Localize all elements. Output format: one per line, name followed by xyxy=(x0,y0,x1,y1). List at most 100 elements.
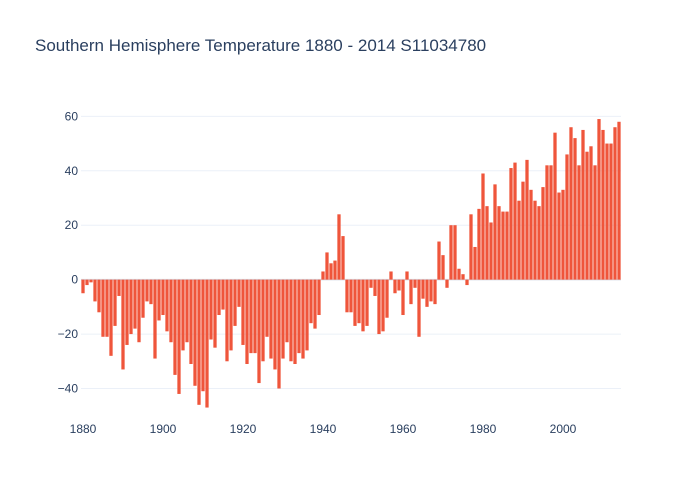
bar xyxy=(549,165,553,280)
bar xyxy=(293,279,297,364)
bar xyxy=(137,279,141,343)
bar xyxy=(109,279,113,356)
bar xyxy=(301,279,305,359)
bar xyxy=(421,279,425,299)
bar xyxy=(413,279,417,288)
bar xyxy=(121,279,125,370)
bar xyxy=(553,132,557,280)
bar xyxy=(333,260,337,280)
bar xyxy=(581,129,585,280)
bar xyxy=(385,279,389,318)
bar xyxy=(337,214,341,280)
bar xyxy=(353,279,357,326)
bar xyxy=(537,206,541,280)
bar xyxy=(125,279,129,345)
bar xyxy=(325,252,329,280)
bar xyxy=(233,279,237,326)
bar xyxy=(441,255,445,280)
bar xyxy=(133,279,137,329)
bar xyxy=(113,279,117,326)
bar xyxy=(433,279,437,305)
bar xyxy=(189,279,193,364)
bar xyxy=(533,200,537,280)
bar xyxy=(601,129,605,280)
bar xyxy=(469,214,473,280)
bar xyxy=(501,211,505,280)
bar xyxy=(369,279,373,288)
bar xyxy=(401,279,405,316)
bar xyxy=(145,279,149,302)
bar xyxy=(397,279,401,291)
bar xyxy=(345,279,349,313)
bar xyxy=(269,279,273,359)
bar xyxy=(221,279,225,310)
bar xyxy=(265,279,269,337)
bar xyxy=(617,121,621,280)
bar xyxy=(485,206,489,280)
x-tick-label: 1980 xyxy=(470,422,497,436)
bar xyxy=(317,279,321,316)
bar xyxy=(129,279,133,335)
x-tick-label: 1920 xyxy=(230,422,257,436)
bar xyxy=(557,192,561,280)
bar xyxy=(477,208,481,280)
bar xyxy=(517,200,521,280)
bar xyxy=(349,279,353,313)
bar xyxy=(509,168,513,280)
bar xyxy=(589,146,593,280)
bar xyxy=(381,279,385,332)
bar xyxy=(289,279,293,362)
bar xyxy=(393,279,397,294)
bar xyxy=(609,143,613,280)
bar xyxy=(597,119,601,280)
bar xyxy=(341,236,345,280)
bar xyxy=(377,279,381,335)
y-tick-label: −40 xyxy=(58,382,79,396)
bar xyxy=(429,279,433,302)
bar xyxy=(357,279,361,324)
bar xyxy=(209,279,213,340)
bar xyxy=(261,279,265,362)
y-tick-label: 40 xyxy=(65,164,79,178)
bar xyxy=(201,279,205,392)
bar xyxy=(513,162,517,280)
bar xyxy=(449,225,453,280)
bar xyxy=(521,181,525,280)
x-tick-label: 1940 xyxy=(310,422,337,436)
bar xyxy=(569,127,573,280)
bar xyxy=(461,274,465,280)
bar xyxy=(585,151,589,280)
bar xyxy=(237,279,241,307)
chart-title: Southern Hemisphere Temperature 1880 - 2… xyxy=(35,36,486,55)
bar xyxy=(389,271,393,280)
bar xyxy=(245,279,249,364)
bar xyxy=(361,279,365,332)
bar xyxy=(305,279,309,351)
y-axis-ticks: −40 −20 0 20 40 60 xyxy=(58,109,79,395)
bar xyxy=(425,279,429,307)
bar xyxy=(253,279,257,354)
bar xyxy=(489,222,493,280)
bar xyxy=(81,279,85,294)
bar xyxy=(97,279,101,313)
bar xyxy=(89,279,93,283)
bar xyxy=(313,279,317,329)
bar xyxy=(497,206,501,280)
bar xyxy=(561,189,565,280)
bar xyxy=(217,279,221,316)
bar-series xyxy=(81,119,621,408)
bar xyxy=(285,279,289,343)
bar xyxy=(365,279,369,326)
y-tick-label: 60 xyxy=(65,109,79,123)
bar xyxy=(545,165,549,280)
bar xyxy=(493,184,497,280)
bar xyxy=(277,279,281,389)
bar xyxy=(505,211,509,280)
bar xyxy=(373,279,377,296)
bar xyxy=(197,279,201,405)
bar xyxy=(481,173,485,280)
bar xyxy=(541,187,545,280)
bar xyxy=(177,279,181,394)
bar xyxy=(593,165,597,280)
x-tick-label: 2000 xyxy=(550,422,577,436)
